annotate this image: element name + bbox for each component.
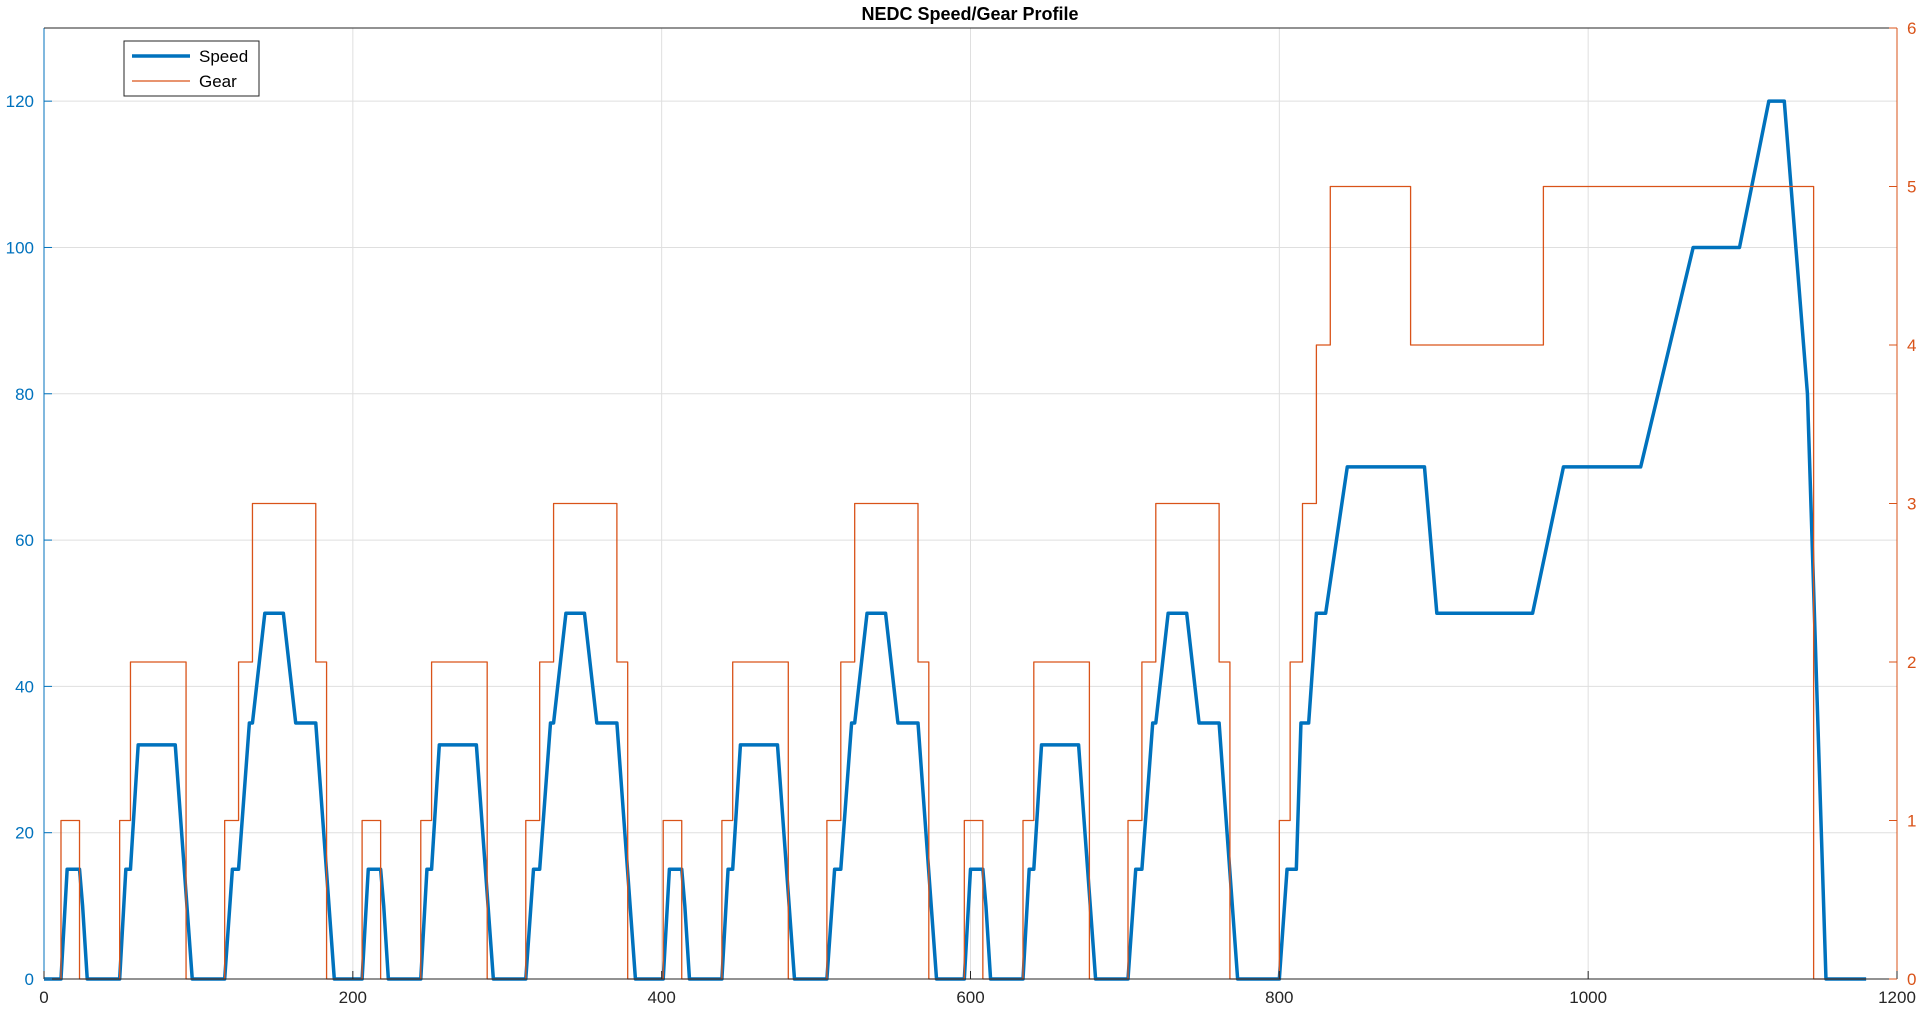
y-left-tick-label: 60 bbox=[15, 531, 34, 550]
y-left-tick-label: 120 bbox=[6, 92, 34, 111]
y-left-tick-label: 20 bbox=[15, 824, 34, 843]
y-right-tick-label: 4 bbox=[1907, 336, 1916, 355]
x-tick-label: 600 bbox=[956, 988, 984, 1007]
x-tick-label: 0 bbox=[39, 988, 48, 1007]
legend-label-speed: Speed bbox=[199, 47, 248, 66]
y-right-tick-label: 3 bbox=[1907, 495, 1916, 514]
y-right-tick-label: 0 bbox=[1907, 970, 1916, 989]
chart-title: NEDC Speed/Gear Profile bbox=[861, 4, 1078, 24]
x-tick-label: 800 bbox=[1265, 988, 1293, 1007]
x-tick-label: 200 bbox=[339, 988, 367, 1007]
y-right-tick-label: 2 bbox=[1907, 653, 1916, 672]
y-right-tick-label: 5 bbox=[1907, 178, 1916, 197]
grid-lines bbox=[44, 28, 1897, 979]
legend: Speed Gear bbox=[123, 40, 260, 97]
x-tick-label: 1200 bbox=[1878, 988, 1916, 1007]
series-line-speed bbox=[44, 99, 1867, 981]
x-tick-label: 400 bbox=[647, 988, 675, 1007]
y-left-tick-label: 80 bbox=[15, 385, 34, 404]
y-left-tick-label: 0 bbox=[25, 970, 34, 989]
x-tick-label: 1000 bbox=[1569, 988, 1607, 1007]
y-right-tick-label: 6 bbox=[1907, 19, 1916, 38]
legend-box bbox=[123, 40, 260, 97]
axes: 0 200 400 600 800 1000 12000204060801001200123… bbox=[6, 19, 1917, 1007]
y-left-tick-label: 40 bbox=[15, 677, 34, 696]
y-left-tick-label: 100 bbox=[6, 238, 34, 257]
legend-label-gear: Gear bbox=[199, 72, 237, 91]
y-right-tick-label: 1 bbox=[1907, 812, 1916, 831]
